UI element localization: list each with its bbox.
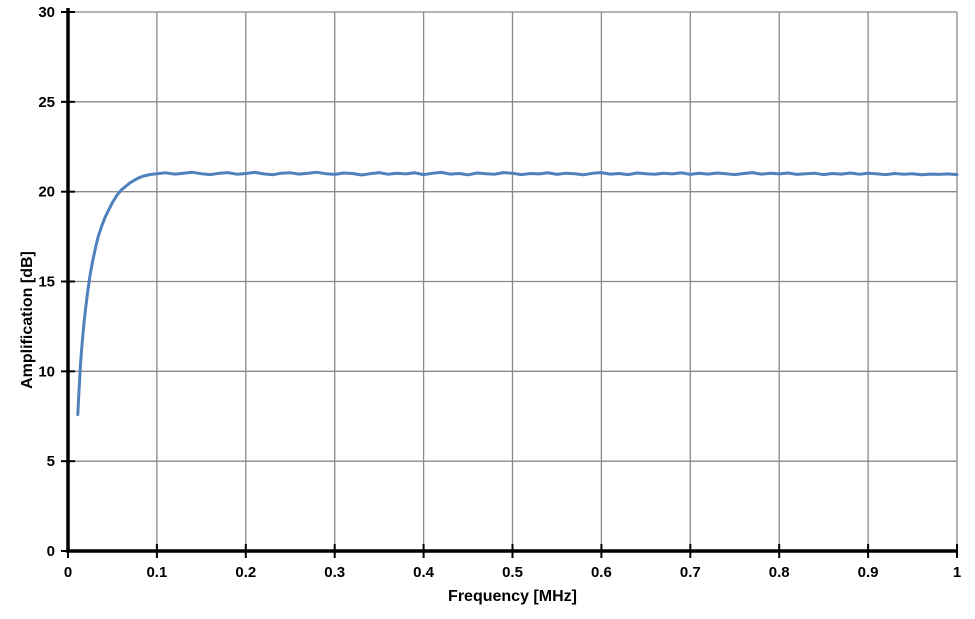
y-tick-label: 25 bbox=[38, 94, 55, 111]
y-axis-title: Amplification [dB] bbox=[19, 251, 36, 389]
x-tick-label: 0.3 bbox=[324, 564, 345, 581]
x-tick-label: 0.1 bbox=[146, 564, 167, 581]
y-tick-label: 30 bbox=[38, 4, 55, 21]
y-tick-label: 5 bbox=[47, 453, 55, 470]
y-tick-label: 15 bbox=[38, 274, 55, 291]
x-tick-label: 0.9 bbox=[858, 564, 879, 581]
x-axis-title: Frequency [MHz] bbox=[448, 588, 577, 605]
y-tick-label: 10 bbox=[38, 363, 55, 380]
x-tick-label: 0.8 bbox=[769, 564, 790, 581]
x-tick-label: 0 bbox=[64, 564, 72, 581]
data-series-line bbox=[76, 170, 959, 416]
x-tick-label: 0.4 bbox=[413, 564, 435, 581]
x-tick-label: 0.7 bbox=[680, 564, 701, 581]
x-tick-label: 1 bbox=[953, 564, 961, 581]
x-tick-label: 0.2 bbox=[235, 564, 256, 581]
y-tick-label: 0 bbox=[47, 543, 55, 560]
y-tick-label: 20 bbox=[38, 184, 55, 201]
x-tick-label: 0.5 bbox=[502, 564, 523, 581]
x-tick-label: 0.6 bbox=[591, 564, 612, 581]
